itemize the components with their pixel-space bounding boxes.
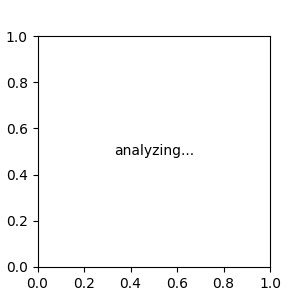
Text: analyzing...: analyzing... [114, 145, 194, 158]
